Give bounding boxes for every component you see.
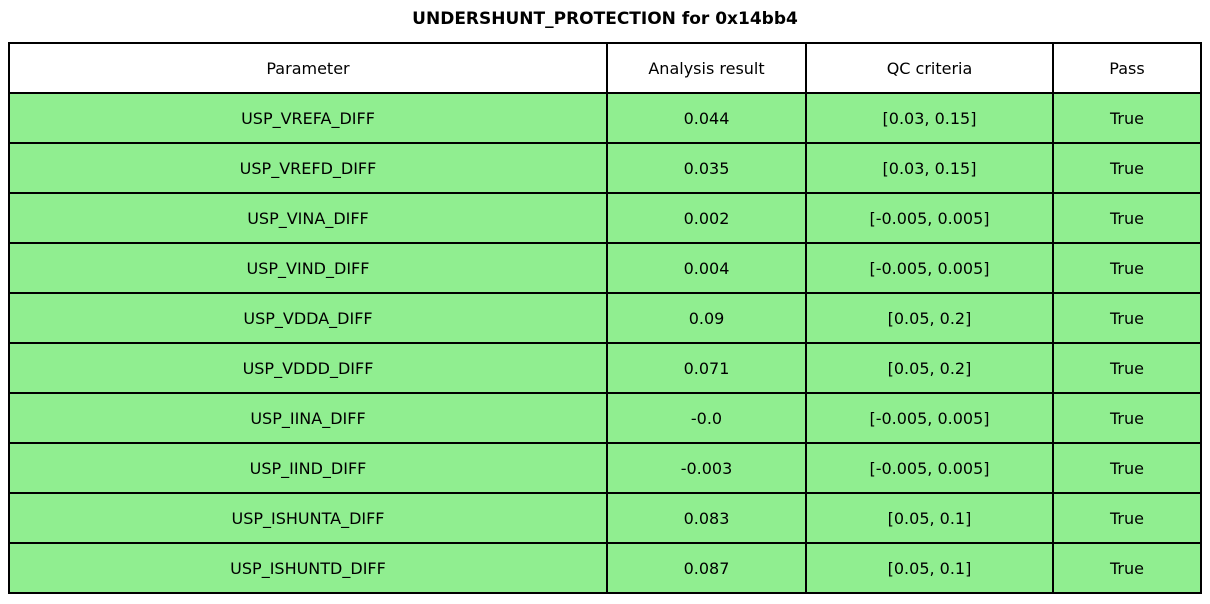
- table-cell: True: [1052, 342, 1202, 394]
- table-cell: USP_VINA_DIFF: [8, 192, 608, 244]
- table-row: USP_VIND_DIFF 0.004 [-0.005, 0.005] True: [8, 242, 1202, 294]
- table-cell: [-0.005, 0.005]: [805, 192, 1054, 244]
- table-cell: True: [1052, 92, 1202, 144]
- table-cell: [0.03, 0.15]: [805, 142, 1054, 194]
- table-cell: 0.09: [606, 292, 807, 344]
- table-cell: [0.05, 0.2]: [805, 292, 1054, 344]
- table-cell: USP_VDDA_DIFF: [8, 292, 608, 344]
- table-row: USP_VREFA_DIFF 0.044 [0.03, 0.15] True: [8, 92, 1202, 144]
- table-cell: USP_VREFD_DIFF: [8, 142, 608, 194]
- figure-title: UNDERSHUNT_PROTECTION for 0x14bb4: [412, 9, 798, 29]
- table-cell: -0.0: [606, 392, 807, 444]
- table-cell: True: [1052, 492, 1202, 544]
- table-cell: [-0.005, 0.005]: [805, 392, 1054, 444]
- table-cell: USP_IIND_DIFF: [8, 442, 608, 494]
- table-row: USP_VDDA_DIFF 0.09 [0.05, 0.2] True: [8, 292, 1202, 344]
- table-cell: 0.004: [606, 242, 807, 294]
- table-cell: -0.003: [606, 442, 807, 494]
- table-row: USP_VREFD_DIFF 0.035 [0.03, 0.15] True: [8, 142, 1202, 194]
- table-row: USP_IIND_DIFF -0.003 [-0.005, 0.005] True: [8, 442, 1202, 494]
- table-cell: 0.087: [606, 542, 807, 594]
- qc-results-table: Parameter Analysis result QC criteria Pass …: [8, 42, 1202, 594]
- column-header-parameter: Parameter: [8, 42, 608, 94]
- table-cell: [0.05, 0.1]: [805, 492, 1054, 544]
- table-cell: 0.035: [606, 142, 807, 194]
- table-cell: USP_ISHUNTA_DIFF: [8, 492, 608, 544]
- table-row: USP_VINA_DIFF 0.002 [-0.005, 0.005] True: [8, 192, 1202, 244]
- table-row: USP_ISHUNTD_DIFF 0.087 [0.05, 0.1] True: [8, 542, 1202, 594]
- table-cell: 0.071: [606, 342, 807, 394]
- table-cell: [-0.005, 0.005]: [805, 242, 1054, 294]
- table-cell: [0.05, 0.2]: [805, 342, 1054, 394]
- table-cell: USP_VDDD_DIFF: [8, 342, 608, 394]
- table-cell: [0.03, 0.15]: [805, 92, 1054, 144]
- table-cell: [-0.005, 0.005]: [805, 442, 1054, 494]
- table-cell: 0.002: [606, 192, 807, 244]
- table-cell: True: [1052, 442, 1202, 494]
- table-cell: True: [1052, 142, 1202, 194]
- table-cell: [0.05, 0.1]: [805, 542, 1054, 594]
- table-cell: USP_IINA_DIFF: [8, 392, 608, 444]
- table-cell: USP_ISHUNTD_DIFF: [8, 542, 608, 594]
- column-header-qc-criteria: QC criteria: [805, 42, 1054, 94]
- table-cell: USP_VIND_DIFF: [8, 242, 608, 294]
- table-cell: 0.044: [606, 92, 807, 144]
- column-header-pass: Pass: [1052, 42, 1202, 94]
- table-cell: True: [1052, 192, 1202, 244]
- table-cell: True: [1052, 292, 1202, 344]
- table-row: USP_ISHUNTA_DIFF 0.083 [0.05, 0.1] True: [8, 492, 1202, 544]
- table-cell: True: [1052, 542, 1202, 594]
- table-header-row: Parameter Analysis result QC criteria Pass: [8, 42, 1202, 94]
- table-cell: True: [1052, 242, 1202, 294]
- column-header-analysis-result: Analysis result: [606, 42, 807, 94]
- table-row: USP_IINA_DIFF -0.0 [-0.005, 0.005] True: [8, 392, 1202, 444]
- table-cell: True: [1052, 392, 1202, 444]
- table-cell: 0.083: [606, 492, 807, 544]
- table-row: USP_VDDD_DIFF 0.071 [0.05, 0.2] True: [8, 342, 1202, 394]
- table-cell: USP_VREFA_DIFF: [8, 92, 608, 144]
